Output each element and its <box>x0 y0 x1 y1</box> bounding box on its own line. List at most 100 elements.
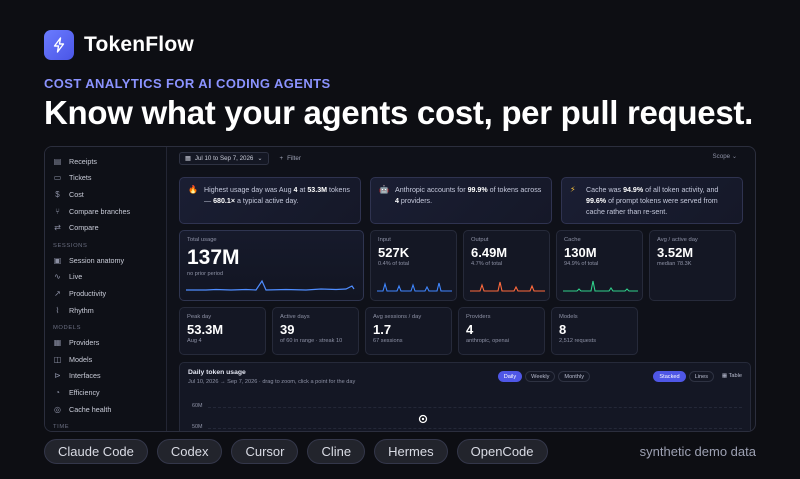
insight-fragment: of prompt tokens were served from cache … <box>586 197 718 216</box>
lightning-bolt-icon <box>44 30 74 60</box>
metric-total-usage[interactable]: Total usage 137M no prior period <box>179 230 364 301</box>
sparkline-cache-line <box>563 280 638 292</box>
bolt-icon: ⚡ <box>570 185 576 194</box>
chevron-down-icon: ⌄ <box>257 154 263 162</box>
sidebar-item-compare-branches[interactable]: ⑂ Compare branches <box>45 203 166 220</box>
mode-stacked-button[interactable]: Stacked <box>653 371 686 382</box>
insight-card: 🔥 Highest usage day was Aug 4 at 53.3M to… <box>179 177 361 224</box>
scope-select[interactable]: Scope ⌄ <box>713 153 737 160</box>
metric-value: 53.3M <box>187 322 224 337</box>
sidebar-item-label: Session anatomy <box>69 255 125 265</box>
insight-fragment: Cache was <box>586 186 624 194</box>
insight-highlight: 53.3M <box>307 186 328 194</box>
sidebar-section-sessions: SESSIONS <box>53 242 88 249</box>
main-content: ▦ Jul 10 to Sep 7, 2026 ⌄ + Filter Scope… <box>167 147 755 431</box>
sidebar-item-tickets[interactable]: ▭ Tickets <box>45 170 166 187</box>
sparkline-input-line <box>377 281 452 292</box>
metric-cache[interactable]: Cache 130M 94.9% of total <box>556 230 643 301</box>
sidebar-item-label: Efficiency <box>69 387 100 397</box>
metric-label: Models <box>559 314 578 320</box>
agent-tag-hermes[interactable]: Hermes <box>374 439 448 464</box>
brand: TokenFlow <box>44 30 194 60</box>
sidebar-item-cache-health[interactable]: ◎ Cache health <box>45 401 166 418</box>
metric-sub: 0.4% of total <box>378 261 410 267</box>
server-icon: ▦ <box>53 338 62 348</box>
sidebar-item-compare[interactable]: ⇄ Compare <box>45 219 166 236</box>
filter-label: Filter <box>287 154 301 162</box>
metric-input[interactable]: Input 527K 0.4% of total <box>370 230 457 301</box>
metric-sub: 67 sessions <box>373 338 403 344</box>
mode-toggle: Stacked Lines <box>653 371 714 382</box>
filter-button[interactable]: + Filter <box>275 152 306 165</box>
sparkline-total <box>186 279 355 291</box>
sidebar-section-time: TIME <box>53 424 70 431</box>
metric-providers[interactable]: Providers 4 anthropic, openai <box>458 307 545 355</box>
metric-value: 1.7 <box>373 322 392 337</box>
granularity-monthly-button[interactable]: Monthly <box>558 371 590 382</box>
insight-text: Cache was 94.9% of all token activity, a… <box>586 185 734 216</box>
metric-label: Avg / active day <box>657 237 698 243</box>
chevron-down-icon: ⌄ <box>731 153 737 160</box>
metric-avg-active-day[interactable]: Avg / active day 3.52M median 78.3K <box>649 230 736 301</box>
plug-icon: ⊳ <box>54 371 61 381</box>
insight-card: ⚡ Cache was 94.9% of all token activity, … <box>561 177 743 224</box>
sidebar-item-providers[interactable]: ▦ Providers <box>45 334 166 351</box>
metric-value: 527K <box>378 245 410 260</box>
metric-peak-day[interactable]: Peak day 53.3M Aug 4 <box>179 307 266 355</box>
sidebar-item-label: Compare <box>69 223 99 233</box>
demo-data-note: synthetic demo data <box>639 444 756 459</box>
sidebar-item-interfaces[interactable]: ⊳ Interfaces <box>45 368 166 385</box>
sidebar-item-rhythm[interactable]: ⌇ Rhythm <box>45 302 166 319</box>
gridline <box>208 428 742 429</box>
insight-fragment: Anthropic accounts for <box>395 186 468 194</box>
insight-text: Highest usage day was Aug 4 at 53.3M tok… <box>204 185 352 216</box>
sidebar-item-efficiency[interactable]: ◔ Efficiency <box>45 384 166 401</box>
chart-subtitle: Jul 10, 2026 → Sep 7, 2026 · drag to zoo… <box>188 379 356 385</box>
sparkline-input <box>377 281 452 292</box>
metric-value: 3.52M <box>657 245 694 260</box>
sidebar-item-label: Receipts <box>69 156 97 166</box>
agent-tag-opencode[interactable]: OpenCode <box>456 439 548 464</box>
calendar-icon: ▦ <box>185 154 191 162</box>
metric-avg-sessions-day[interactable]: Avg sessions / day 1.7 67 sessions <box>365 307 452 355</box>
metric-value: 4 <box>466 322 474 337</box>
ticket-icon: ▭ <box>53 173 62 183</box>
daily-usage-panel: Daily token usage Jul 10, 2026 → Sep 7, … <box>179 362 751 431</box>
branch-icon: ⑂ <box>55 206 60 216</box>
metric-output[interactable]: Output 6.49M 4.7% of total <box>463 230 550 301</box>
sidebar-item-live[interactable]: ∿ Live <box>45 269 166 286</box>
metric-models[interactable]: Models 8 2,512 requests <box>551 307 638 355</box>
granularity-daily-button[interactable]: Daily <box>497 371 523 382</box>
insight-highlight: 94.9% <box>623 186 644 194</box>
table-button[interactable]: ▦ Table <box>722 373 742 379</box>
peak-point-marker[interactable] <box>418 414 428 424</box>
insights-row: 🔥 Highest usage day was Aug 4 at 53.3M to… <box>179 177 743 224</box>
flame-icon: 🔥 <box>188 185 198 194</box>
sidebar-item-label: Cost <box>69 189 84 199</box>
insight-highlight: 4 <box>395 197 399 205</box>
date-range-picker[interactable]: ▦ Jul 10 to Sep 7, 2026 ⌄ <box>179 151 269 165</box>
metric-label: Cache <box>564 237 581 243</box>
sidebar-item-session-anatomy[interactable]: ▣ Session anatomy <box>45 252 166 269</box>
agent-tag-codex[interactable]: Codex <box>156 439 223 464</box>
insight-card: 🤖 Anthropic accounts for 99.9% of tokens … <box>370 177 552 224</box>
trend-icon: ↗ <box>54 288 61 298</box>
table-icon: ▦ <box>721 373 728 379</box>
mode-lines-button[interactable]: Lines <box>688 371 714 382</box>
insight-highlight: 99.9% <box>467 186 488 194</box>
sidebar-item-label: Productivity <box>69 288 107 298</box>
granularity-weekly-button[interactable]: Weekly <box>525 371 556 382</box>
sidebar-item-receipts[interactable]: ▤ Receipts <box>45 153 166 170</box>
agent-tag-cursor[interactable]: Cursor <box>231 439 299 464</box>
sidebar-item-cost[interactable]: $ Cost <box>45 186 166 203</box>
sidebar-item-models[interactable]: ◫ Models <box>45 351 166 368</box>
sidebar-item-productivity[interactable]: ↗ Productivity <box>45 285 166 302</box>
brand-name: TokenFlow <box>84 33 194 56</box>
metric-sub: 4.7% of total <box>471 261 503 267</box>
agent-tag-claude-code[interactable]: Claude Code <box>44 439 148 464</box>
agent-tag-cline[interactable]: Cline <box>307 439 366 464</box>
insight-text: Anthropic accounts for 99.9% of tokens a… <box>395 185 543 216</box>
sparkline-total-line <box>186 279 355 291</box>
pulse-icon: ⌇ <box>55 305 60 315</box>
metric-active-days[interactable]: Active days 39 of 60 in range · streak 10 <box>272 307 359 355</box>
